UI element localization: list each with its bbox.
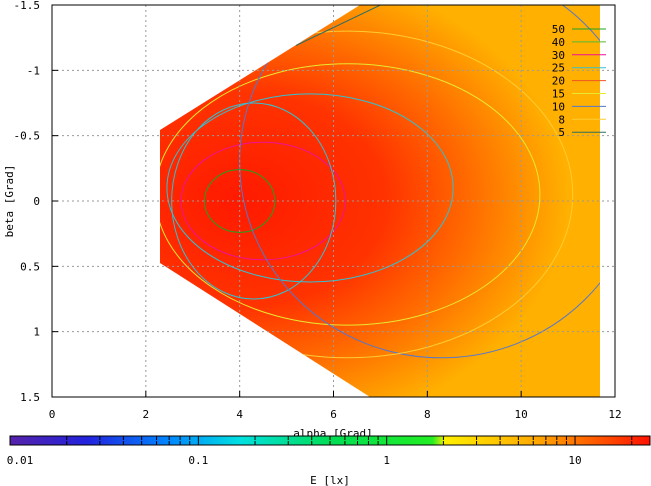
contour-5 [295,5,381,46]
x-tick-label: 4 [236,408,243,421]
y-axis-ticks: -1.5 -1 -0.5 0 0.5 1 1.5 [14,0,58,404]
y-tick-label: -1.5 [14,0,41,12]
grid-lines [52,5,615,397]
legend-label: 10 [552,100,565,113]
y-tick-label: 1.5 [20,391,40,404]
colorbar-label: E [lx] [310,474,350,486]
x-tick-label: 0 [49,408,56,421]
y-tick-label: -1 [27,64,40,77]
legend-label: 20 [552,75,565,88]
x-tick-label: 6 [330,408,337,421]
x-tick-label: 12 [608,408,621,421]
legend-label: 15 [552,88,565,101]
legend-label: 40 [552,36,565,49]
legend-label: 30 [552,49,565,62]
colorbar-tick-label: 0.1 [188,454,208,467]
colorbar-tick-label: 1 [383,454,390,467]
legend-label: 5 [558,126,565,139]
contour-25 [166,93,454,283]
y-tick-label: 0 [33,195,40,208]
legend-label: 25 [552,62,565,75]
y-tick-label: 1 [33,326,40,339]
x-tick-label: 10 [515,408,528,421]
y-tick-label: 0.5 [20,260,40,273]
colorbar-ticks: 0.01 0.1 1 10 [7,436,633,467]
colorbar-tick-label: 10 [568,454,581,467]
colorbar-tick-label: 0.01 [7,454,34,467]
y-axis-label: beta [Grad] [3,165,16,238]
legend-label: 50 [552,23,565,36]
y-tick-label: -0.5 [14,130,41,143]
legend-label: 8 [558,113,565,126]
x-tick-label: 8 [424,408,431,421]
contour-15 [160,63,541,326]
contour-8 [160,30,574,359]
x-axis-ticks: 0 2 4 6 8 10 12 [49,391,622,421]
contour-30 [180,141,346,261]
x-tick-label: 2 [143,408,150,421]
contour-25 [171,102,337,300]
